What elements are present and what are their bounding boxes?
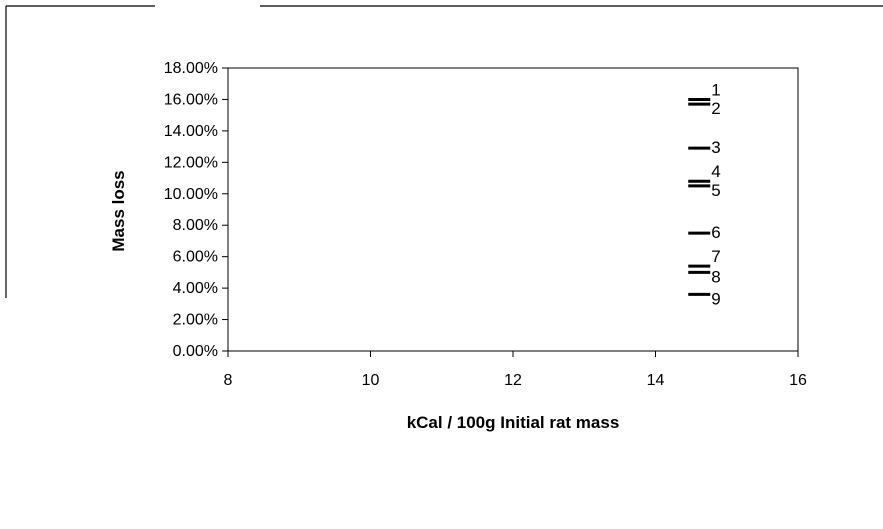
y-axis-ticks: 0.00% 2.00% 4.00% 6.00% 8.00% 10.00% 12.00% 14.…	[164, 60, 228, 360]
y-axis-title: Mass loss	[109, 170, 128, 251]
x-tick-label: 12	[504, 372, 522, 389]
point-label-5: 5	[711, 181, 720, 200]
y-tick-label: 4.00%	[173, 280, 218, 297]
y-tick-label: 8.00%	[173, 217, 218, 234]
x-tick-label: 16	[789, 372, 807, 389]
point-label-2: 2	[711, 99, 720, 118]
point-label-1: 1	[711, 80, 720, 99]
point-label-7: 7	[711, 247, 720, 266]
x-tick-label: 8	[224, 372, 233, 389]
y-tick-label: 18.00%	[164, 60, 218, 77]
point-label-8: 8	[711, 267, 720, 286]
y-tick-label: 2.00%	[173, 312, 218, 329]
x-axis-title: kCal / 100g Initial rat mass	[407, 413, 620, 432]
point-label-9: 9	[711, 289, 720, 308]
x-tick-label: 14	[647, 372, 665, 389]
x-axis-ticks: 8 10 12 14 16	[224, 351, 807, 389]
y-tick-label: 12.00%	[164, 154, 218, 171]
y-tick-label: 16.00%	[164, 91, 218, 108]
y-tick-label: 6.00%	[173, 249, 218, 266]
y-tick-label: 10.00%	[164, 186, 218, 203]
y-tick-label: 0.00%	[173, 343, 218, 360]
point-label-6: 6	[711, 223, 720, 242]
point-label-3: 3	[711, 138, 720, 157]
data-points: 12 3 45 6 78 9	[688, 80, 721, 308]
x-tick-label: 10	[362, 372, 380, 389]
y-tick-label: 14.00%	[164, 123, 218, 140]
point-label-4: 4	[711, 162, 720, 181]
